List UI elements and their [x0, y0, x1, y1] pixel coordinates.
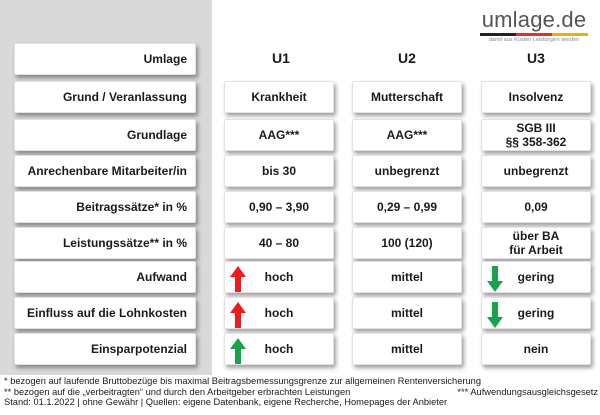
table-cell: 0,09 — [481, 191, 591, 223]
row-label: Aufwand — [14, 261, 196, 293]
logo-color-bar — [480, 33, 588, 36]
cell-text: bis 30 — [261, 164, 297, 178]
table-cell: nein — [481, 333, 591, 365]
table-cell: SGB III §§ 358-362 — [481, 119, 591, 151]
table-cell: hoch — [224, 333, 334, 365]
row-label: Einfluss auf die Lohnkosten — [14, 297, 196, 329]
row-label: Leistungssätze** in % — [14, 227, 196, 259]
table-cell: 40 – 80 — [224, 227, 334, 259]
arrow-up-icon — [230, 302, 246, 328]
arrow-up-icon — [230, 338, 246, 364]
cell-text: über BA für Arbeit — [509, 229, 563, 257]
cell-text: 40 – 80 — [258, 236, 300, 250]
table-cell: unbegrenzt — [481, 155, 591, 187]
cell-text: SGB III §§ 358-362 — [505, 121, 567, 149]
row-label: Anrechenbare Mitarbeiter/in — [14, 155, 196, 187]
cell-text: 0,09 — [524, 200, 548, 214]
column-header-u2: U2 — [398, 50, 416, 66]
cell-text: Krankheit — [251, 90, 307, 104]
source-note: Stand: 01.1.2022 | ohne Gewähr | Quellen… — [4, 397, 448, 407]
table-cell: AAG*** — [352, 119, 462, 151]
cell-text: 0,29 – 0,99 — [376, 200, 438, 214]
row-label: Umlage — [14, 43, 196, 75]
footnote-3: *** Aufwendungsausgleichsgesetz — [457, 386, 598, 397]
cell-text: unbegrenzt — [503, 164, 569, 178]
column-header-u3: U3 — [527, 50, 545, 66]
cell-text: AAG*** — [386, 128, 428, 142]
cell-text: 0,90 – 3,90 — [248, 200, 310, 214]
cell-text: Insolvenz — [508, 90, 564, 104]
arrow-down-icon — [487, 266, 503, 292]
row-label: Grund / Veranlassung — [14, 81, 196, 113]
table-cell: Insolvenz — [481, 81, 591, 113]
cell-text: hoch — [264, 342, 294, 356]
cell-text: nein — [523, 342, 549, 356]
table-cell: mittel — [352, 261, 462, 293]
footer-notes: * bezogen auf laufende Bruttobezüge bis … — [4, 376, 598, 408]
table-cell: gering — [481, 297, 591, 329]
cell-text: mittel — [390, 270, 423, 284]
footnote-1: * bezogen auf laufende Bruttobezüge bis … — [4, 376, 482, 386]
table-cell: unbegrenzt — [352, 155, 462, 187]
table-cell: mittel — [352, 333, 462, 365]
column-header-u1: U1 — [272, 50, 290, 66]
arrow-up-icon — [230, 266, 246, 292]
table-cell: gering — [481, 261, 591, 293]
table-cell: 100 (120) — [352, 227, 462, 259]
cell-text: hoch — [264, 270, 294, 284]
cell-text: AAG*** — [258, 128, 300, 142]
logo-tagline: damit aus Kosten Leistungen werden — [488, 37, 580, 43]
table-cell: Mutterschaft — [352, 81, 462, 113]
table-cell: über BA für Arbeit — [481, 227, 591, 259]
cell-text: gering — [517, 306, 555, 320]
table-cell: mittel — [352, 297, 462, 329]
row-label: Beitragssätze* in % — [14, 191, 196, 223]
table-cell: hoch — [224, 297, 334, 329]
logo-bar-red — [516, 33, 552, 36]
table-cell: Krankheit — [224, 81, 334, 113]
footnote-2: ** bezogen auf die „verbeitragten“ und d… — [4, 386, 351, 397]
cell-text: hoch — [264, 306, 294, 320]
cell-text: unbegrenzt — [374, 164, 440, 178]
table-cell: hoch — [224, 261, 334, 293]
logo-bar-yellow — [552, 33, 588, 36]
footnote-row-2: ** bezogen auf die „verbeitragten“ und d… — [4, 387, 598, 398]
cell-text: gering — [517, 270, 555, 284]
arrow-down-icon — [487, 302, 503, 328]
logo-bar-black — [480, 33, 516, 36]
table-cell: 0,90 – 3,90 — [224, 191, 334, 223]
table-cell: 0,29 – 0,99 — [352, 191, 462, 223]
cell-text: mittel — [390, 342, 423, 356]
row-label: Einsparpotenzial — [14, 333, 196, 365]
cell-text: Mutterschaft — [370, 90, 443, 104]
row-label: Grundlage — [14, 119, 196, 151]
table-cell: bis 30 — [224, 155, 334, 187]
logo-text: umlage.de — [481, 7, 587, 32]
logo: umlage.de damit aus Kosten Leistungen we… — [476, 8, 592, 43]
table-cell: AAG*** — [224, 119, 334, 151]
cell-text: 100 (120) — [381, 236, 433, 250]
cell-text: mittel — [390, 306, 423, 320]
